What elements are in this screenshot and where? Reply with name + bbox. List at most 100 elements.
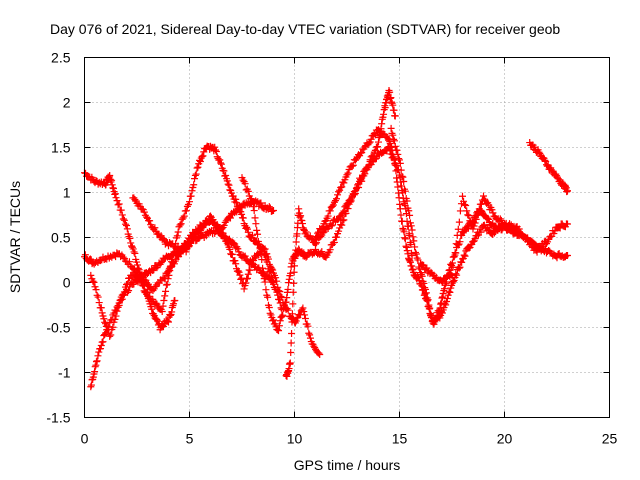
data-point (392, 167, 400, 175)
data-point (293, 230, 301, 238)
data-point (406, 219, 414, 227)
data-point (527, 238, 535, 246)
data-point (431, 318, 439, 326)
data-point (401, 234, 409, 242)
data-point (284, 285, 292, 293)
data-point (261, 278, 269, 286)
data-point (90, 278, 98, 286)
data-point (338, 183, 346, 191)
data-point (95, 348, 103, 356)
data-point (292, 317, 300, 325)
data-point (408, 262, 416, 270)
data-point (406, 257, 414, 265)
data-point (216, 225, 224, 233)
data-point (458, 258, 466, 266)
data-point (224, 180, 232, 188)
data-point (471, 219, 479, 227)
data-point (244, 187, 252, 195)
data-point (216, 156, 224, 164)
data-point (207, 212, 214, 220)
data-point (149, 267, 157, 275)
data-point (149, 287, 157, 295)
data-point (410, 237, 418, 245)
data-point (199, 152, 207, 160)
data-point (306, 331, 314, 339)
data-point (119, 215, 127, 223)
data-point (408, 226, 416, 234)
data-point (477, 200, 485, 208)
data-point (193, 164, 201, 172)
data-point (194, 163, 202, 171)
data-point (159, 234, 167, 242)
data-point (283, 294, 291, 302)
data-point (396, 156, 403, 164)
data-point (275, 322, 283, 330)
data-point (219, 231, 227, 239)
data-point (93, 357, 101, 365)
data-point (166, 311, 174, 319)
data-point (406, 258, 414, 266)
data-point (97, 341, 105, 349)
data-point (424, 296, 432, 304)
data-point (199, 224, 207, 232)
data-point (115, 200, 123, 208)
axis-ticks (84, 57, 610, 418)
data-point (389, 131, 397, 139)
data-point (489, 231, 497, 239)
data-point (497, 216, 505, 224)
data-point (259, 268, 267, 276)
data-point (310, 342, 318, 350)
data-point (420, 279, 428, 287)
data-point (407, 241, 415, 249)
data-point (159, 302, 167, 310)
data-point (400, 228, 408, 236)
data-point (91, 363, 99, 371)
data-point (340, 216, 348, 224)
data-point (287, 339, 295, 347)
data-point (120, 290, 128, 298)
data-point (223, 177, 231, 185)
data-point (230, 239, 238, 247)
data-point (564, 252, 571, 259)
data-point (243, 225, 251, 233)
data-point (111, 190, 119, 198)
data-point (117, 206, 125, 214)
data-point (427, 310, 435, 318)
data-point (107, 331, 115, 339)
data-point (307, 235, 315, 243)
data-point (96, 257, 104, 265)
data-point (162, 281, 170, 289)
data-point (212, 148, 220, 156)
data-point (228, 189, 235, 197)
data-point (287, 348, 295, 356)
data-point (391, 112, 399, 120)
data-point (394, 183, 402, 191)
data-point (220, 167, 228, 175)
y-tick-labels: 2.5 2 1.5 1 0.5 0 -0.5 -1 -1.5 (46, 50, 70, 426)
data-point (260, 275, 268, 283)
data-point (367, 135, 375, 143)
data-point (453, 231, 461, 239)
data-point (289, 288, 297, 296)
data-point (119, 253, 127, 261)
data-point (406, 232, 414, 240)
data-point (165, 271, 173, 279)
data-point (425, 301, 433, 309)
data-point (262, 286, 270, 294)
data-point (445, 288, 453, 296)
data-point (239, 176, 247, 184)
data-point (350, 191, 358, 199)
data-point (319, 223, 327, 231)
data-point (403, 243, 411, 251)
data-point (171, 297, 179, 304)
data-point (228, 250, 236, 258)
data-point (163, 280, 171, 288)
data-point (102, 329, 109, 337)
data-point (470, 222, 478, 230)
y-tick-label: 2 (63, 95, 71, 111)
data-point (451, 249, 459, 257)
data-point (167, 262, 175, 270)
data-point (265, 203, 273, 211)
data-point (380, 130, 388, 138)
data-point (418, 272, 426, 280)
